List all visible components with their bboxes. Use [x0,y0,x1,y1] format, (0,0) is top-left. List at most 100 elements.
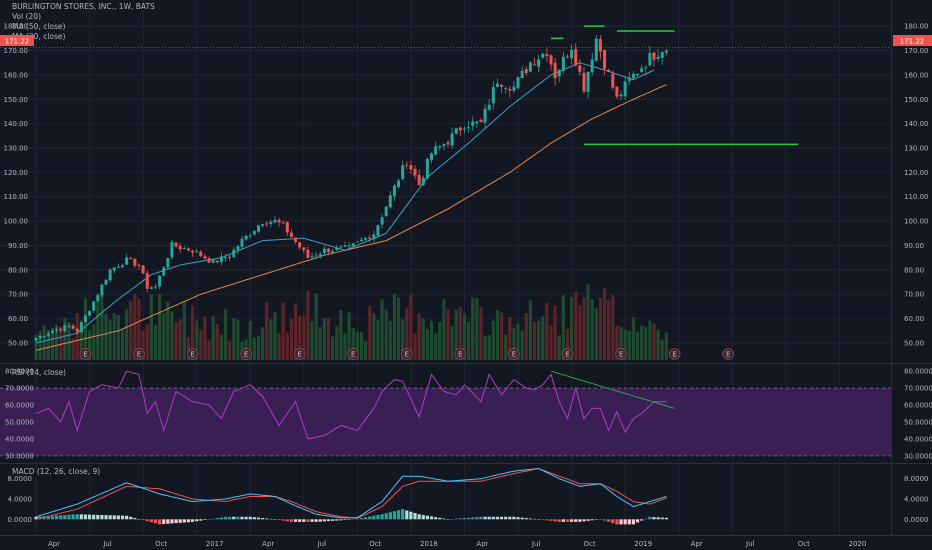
candle-body[interactable] [125,257,129,265]
candle-body[interactable] [256,225,260,232]
candle-body[interactable] [557,70,561,77]
candle-body[interactable] [145,272,149,289]
candle-body[interactable] [327,248,331,253]
candle-body[interactable] [67,325,71,327]
candle-body[interactable] [479,119,483,123]
candle-body[interactable] [88,310,92,316]
earnings-marker-icon[interactable] [722,348,735,360]
candle-body[interactable] [170,242,174,258]
candle-body[interactable] [421,177,425,186]
candle-body[interactable] [545,54,549,56]
candle-body[interactable] [302,247,306,251]
candle-body[interactable] [644,67,648,69]
horizontal-lines[interactable] [551,25,799,146]
candle-body[interactable] [285,222,289,233]
candle-body[interactable] [314,255,318,257]
candle-body[interactable] [446,142,450,145]
candle-body[interactable] [409,165,413,170]
candle-body[interactable] [38,336,42,339]
candle-body[interactable] [261,224,265,226]
earnings-marker-icon[interactable] [454,348,467,360]
candle-body[interactable] [401,165,405,180]
earnings-marker-icon[interactable] [293,348,306,360]
candle-body[interactable] [224,257,228,259]
candle-body[interactable] [578,65,582,72]
candle-body[interactable] [162,267,166,276]
candle-body[interactable] [619,94,623,97]
candle-body[interactable] [96,294,100,301]
candle-body[interactable] [656,56,660,59]
candle-body[interactable] [392,185,396,196]
candle-body[interactable] [590,59,594,73]
candle-body[interactable] [195,251,199,253]
candle-body[interactable] [438,145,442,148]
candle-body[interactable] [50,330,54,333]
candle-body[interactable] [248,235,252,237]
candle-body[interactable] [92,301,96,311]
candle-body[interactable] [277,219,281,223]
candle-body[interactable] [273,219,277,223]
candle-body[interactable] [359,239,363,242]
earnings-marker-icon[interactable] [668,348,681,360]
candle-body[interactable] [380,217,384,225]
candle-body[interactable] [491,87,495,104]
candle-body[interactable] [607,69,611,72]
candle-body[interactable] [458,127,462,131]
candle-body[interactable] [537,59,541,67]
candle-body[interactable] [640,68,644,72]
main-legend[interactable]: BURLINGTON STORES, INC., 1W, BATS Vol (2… [12,2,155,41]
earnings-marker-icon[interactable] [347,348,360,360]
candle-body[interactable] [322,248,326,254]
candle-body[interactable] [174,242,178,247]
candle-body[interactable] [104,279,108,285]
candle-body[interactable] [252,230,256,235]
candle-body[interactable] [372,234,376,240]
candle-body[interactable] [664,50,668,53]
candle-body[interactable] [454,128,458,134]
candle-body[interactable] [306,249,310,258]
candle-body[interactable] [565,56,569,58]
candle-body[interactable] [582,73,586,92]
candle-body[interactable] [627,77,631,82]
candle-body[interactable] [376,225,380,236]
candle-body[interactable] [636,73,640,76]
candle-body[interactable] [318,253,322,256]
candle-body[interactable] [384,206,388,217]
candle-body[interactable] [611,73,615,88]
candle-body[interactable] [623,81,627,97]
candle-body[interactable] [405,164,409,166]
candle-body[interactable] [541,53,545,58]
candle-body[interactable] [603,49,607,69]
candle-body[interactable] [462,128,466,130]
candle-body[interactable] [149,287,153,289]
candle-body[interactable] [265,223,269,225]
candle-body[interactable] [232,249,236,258]
candle-body[interactable] [355,241,359,243]
candle-body[interactable] [55,329,59,331]
candle-body[interactable] [289,232,293,237]
candle-body[interactable] [158,275,162,287]
candle-body[interactable] [553,62,557,79]
candle-body[interactable] [450,133,454,146]
candle-body[interactable] [594,38,598,61]
candle-body[interactable] [368,237,372,240]
candle-body[interactable] [203,256,207,259]
candle-body[interactable] [495,83,499,87]
candle-body[interactable] [467,127,471,129]
candle-body[interactable] [660,52,664,58]
candle-body[interactable] [442,144,446,146]
earnings-marker-icon[interactable] [508,348,520,360]
candle-body[interactable] [240,238,244,247]
ma20-legend[interactable]: MA (20, close) [12,32,66,41]
candle-body[interactable] [219,256,223,262]
earnings-marker-icon[interactable] [615,348,627,360]
candle-body[interactable] [121,265,125,268]
candle-body[interactable] [182,248,186,250]
candle-body[interactable] [504,88,508,90]
earnings-marker-icon[interactable] [133,348,145,360]
symbol-title[interactable]: BURLINGTON STORES, INC., 1W, BATS [12,2,155,11]
candle-body[interactable] [79,322,83,333]
candlesticks[interactable] [34,34,668,343]
candle-body[interactable] [100,284,104,296]
